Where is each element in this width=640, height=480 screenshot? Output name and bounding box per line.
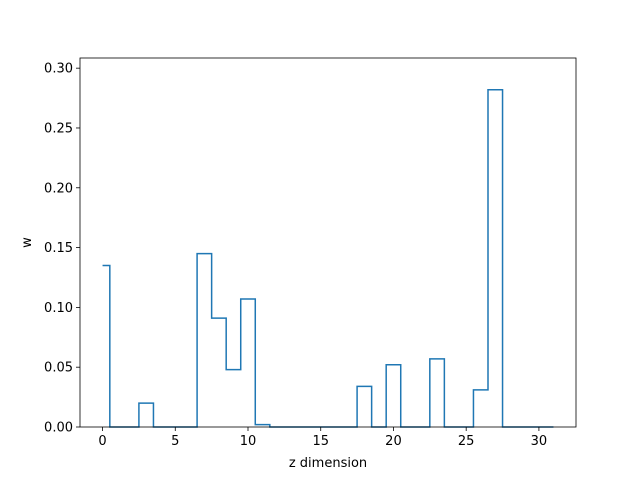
x-tick-label: 25: [458, 434, 475, 449]
x-tick-label: 5: [171, 434, 179, 449]
x-tick-label: 15: [312, 434, 329, 449]
axes-frame: [79, 57, 577, 428]
y-axis-label: w: [20, 237, 35, 248]
x-tick-label: 20: [385, 434, 402, 449]
y-tick-label: 0.10: [44, 301, 73, 316]
x-tick-label: 0: [98, 434, 106, 449]
y-tick-label: 0.00: [44, 421, 73, 436]
y-tick-label: 0.20: [44, 181, 73, 196]
x-axis-label: z dimension: [289, 456, 367, 471]
y-axis-ticks: 0.00 0.05 0.10 0.15 0.20 0.25 0.30: [44, 62, 80, 436]
x-tick-label: 30: [531, 434, 548, 449]
axes-background: [80, 58, 576, 427]
x-tick-label: 10: [240, 434, 257, 449]
y-tick-label: 0.25: [44, 121, 73, 136]
y-tick-label: 0.30: [44, 62, 73, 77]
x-axis-ticks: 0 5 10 15 20 25 30: [98, 427, 547, 449]
y-tick-label: 0.05: [44, 361, 73, 376]
y-tick-label: 0.15: [44, 241, 73, 256]
